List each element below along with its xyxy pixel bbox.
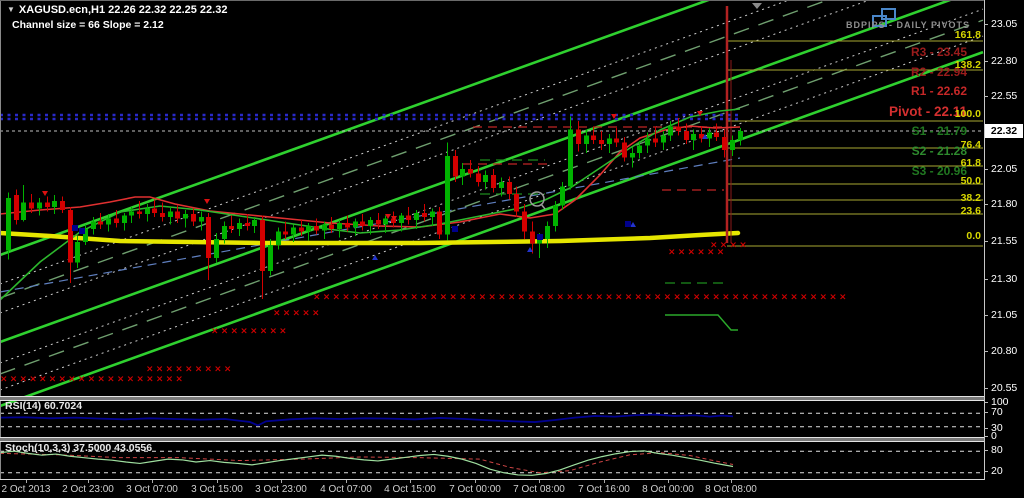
price-tick-label: 22.80 bbox=[983, 55, 1018, 67]
time-axis[interactable]: 2 Oct 2013 2 Oct 23:00 3 Oct 07:00 3 Oct 15… bbox=[0, 480, 1024, 498]
time-label: 8 Oct 08:00 bbox=[705, 484, 757, 495]
time-label: 2 Oct 2013 bbox=[1, 484, 51, 495]
indicator-watermark: BDPIPS - DAILY PIVOTS bbox=[845, 20, 970, 30]
time-tick bbox=[475, 480, 476, 483]
panel-splitter-rsi[interactable] bbox=[0, 396, 1024, 401]
time-tick bbox=[604, 480, 605, 483]
time-label: 4 Oct 07:00 bbox=[320, 484, 372, 495]
fib-level-label: 38.2 bbox=[960, 192, 981, 204]
price-tick-label: 22.55 bbox=[983, 90, 1018, 102]
time-tick bbox=[88, 480, 89, 483]
price-axis[interactable]: 22.32 23.05 22.80 22.55 22.05 21.80 21.55 21.3… bbox=[983, 0, 1024, 481]
price-chart-canvas[interactable]: ××××××××××××××××××××××××××××××××××××××××… bbox=[0, 0, 984, 498]
time-tick bbox=[26, 480, 27, 483]
time-tick bbox=[346, 480, 347, 483]
svg-text:××××××××: ×××××××× bbox=[211, 327, 289, 337]
svg-text:××××: ×××× bbox=[710, 241, 749, 251]
time-label: 3 Oct 07:00 bbox=[126, 484, 178, 495]
time-tick bbox=[152, 480, 153, 483]
fib-level-label: 138.2 bbox=[954, 59, 981, 71]
pivot-label: S3 - 20.96 bbox=[911, 164, 967, 178]
svg-text:××××××: ×××××× bbox=[668, 248, 726, 258]
price-tick-label: 23.05 bbox=[983, 18, 1018, 30]
chart-shift-marker-icon[interactable] bbox=[752, 3, 762, 9]
price-tick-label: 20.80 bbox=[983, 345, 1018, 357]
symbol-ohlc-text: XAGUSD.ecn,H1 22.26 22.32 22.25 22.32 bbox=[18, 4, 228, 16]
time-axis-separator bbox=[0, 479, 1024, 480]
fib-level-label: 23.6 bbox=[960, 205, 981, 217]
fib-level-label: 100.0 bbox=[954, 108, 981, 120]
time-tick bbox=[668, 480, 669, 483]
price-tick-label: 20.55 bbox=[983, 382, 1018, 394]
svg-text:××××××××××××××××××××××××××××××: ××××××××××××××××××××××××××××××××××××××××… bbox=[313, 293, 849, 303]
pivot-label: Pivot - 22.11 bbox=[888, 104, 967, 119]
price-tick-label: 22.05 bbox=[983, 163, 1018, 175]
fib-level-label: 161.8 bbox=[954, 29, 981, 41]
pivot-label: R3 - 23.45 bbox=[910, 45, 967, 59]
rsi-tick-label: 30 bbox=[984, 422, 1003, 434]
stoch-tick-label: 80 bbox=[984, 444, 1003, 456]
time-label: 7 Oct 16:00 bbox=[578, 484, 630, 495]
pivot-label: S1 - 21.79 bbox=[911, 124, 967, 138]
bdpips-logo-icon bbox=[872, 7, 896, 27]
rsi-tick-label: 100 bbox=[984, 396, 1009, 408]
time-label: 8 Oct 00:00 bbox=[642, 484, 694, 495]
time-label: 7 Oct 00:00 bbox=[449, 484, 501, 495]
time-tick bbox=[410, 480, 411, 483]
stoch-tick-label: 20 bbox=[984, 465, 1003, 477]
pivot-label: R1 - 22.62 bbox=[910, 84, 967, 98]
fib-level-label: 61.8 bbox=[960, 157, 981, 169]
stoch-indicator-label: Stoch(10,3,3) 37.5000 43.0556 bbox=[5, 442, 153, 454]
pivot-label: S2 - 21.28 bbox=[911, 144, 967, 158]
time-tick bbox=[539, 480, 540, 483]
rsi-indicator-label: RSI(14) 60.7024 bbox=[5, 400, 83, 412]
time-label: 3 Oct 15:00 bbox=[191, 484, 243, 495]
time-label: 3 Oct 23:00 bbox=[255, 484, 307, 495]
channel-info-label: Channel size = 66 Slope = 2.12 bbox=[12, 19, 164, 31]
price-tick-label: 21.30 bbox=[983, 273, 1018, 285]
time-tick bbox=[281, 480, 282, 483]
rsi-tick-label: 0 bbox=[984, 430, 997, 442]
fib-level-label: 76.4 bbox=[960, 139, 981, 151]
fib-level-label: 0.0 bbox=[966, 230, 981, 242]
current-price-box: 22.32 bbox=[985, 124, 1023, 138]
price-tick-label: 21.80 bbox=[983, 198, 1018, 210]
price-tick-label: 21.05 bbox=[983, 309, 1018, 321]
panel-splitter-stoch[interactable] bbox=[0, 437, 1024, 442]
svg-text:×××××: ××××× bbox=[273, 309, 322, 319]
price-tick-label: 21.55 bbox=[983, 235, 1018, 247]
svg-text:×××××××××: ××××××××× bbox=[146, 365, 234, 375]
time-tick bbox=[731, 480, 732, 483]
symbol-dropdown-icon[interactable]: ▼ bbox=[7, 5, 15, 14]
fib-level-label: 50.0 bbox=[960, 175, 981, 187]
time-label: 4 Oct 15:00 bbox=[384, 484, 436, 495]
time-label: 2 Oct 23:00 bbox=[62, 484, 114, 495]
time-tick bbox=[217, 480, 218, 483]
candles bbox=[6, 116, 743, 299]
symbol-ohlc-header: ▼ XAGUSD.ecn,H1 22.26 22.32 22.25 22.32 bbox=[7, 4, 227, 16]
svg-text:×××××××××××××××××××: ××××××××××××××××××× bbox=[0, 375, 185, 385]
time-label: 7 Oct 08:00 bbox=[513, 484, 565, 495]
pivot-label: R2 - 22.94 bbox=[910, 65, 967, 79]
rsi-tick-label: 70 bbox=[984, 406, 1003, 418]
